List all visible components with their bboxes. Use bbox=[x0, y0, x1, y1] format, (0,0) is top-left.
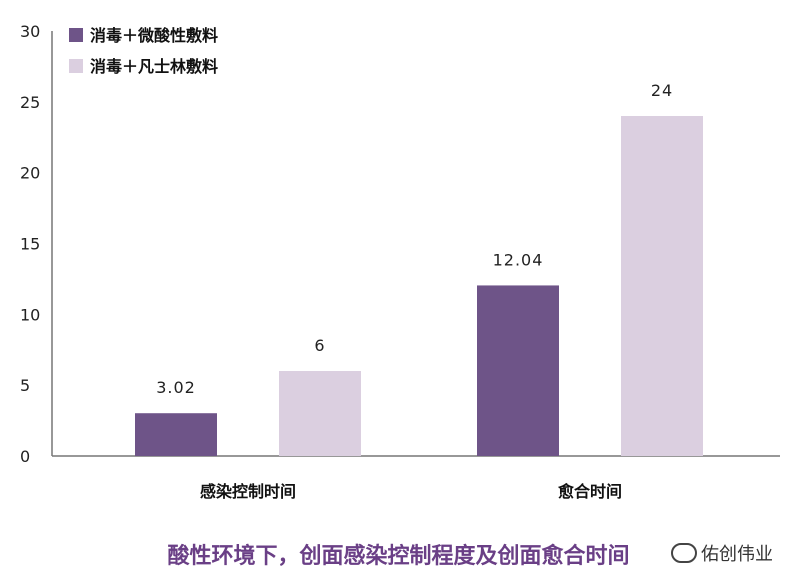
y-tick-label: 20 bbox=[20, 164, 40, 183]
y-tick-label: 0 bbox=[20, 447, 30, 466]
watermark: 佑创伟业 bbox=[671, 540, 773, 566]
y-tick-label: 10 bbox=[20, 305, 40, 324]
watermark-text: 佑创伟业 bbox=[701, 544, 773, 565]
legend-swatch bbox=[69, 28, 83, 42]
category-label: 愈合时间 bbox=[558, 482, 622, 501]
y-axis-ticks: 0 5 10 15 20 25 30 bbox=[20, 22, 40, 466]
y-tick-label: 30 bbox=[20, 22, 40, 41]
data-label: 24 bbox=[651, 81, 673, 100]
bar-2-2 bbox=[621, 116, 703, 456]
y-tick-label: 25 bbox=[20, 93, 40, 112]
category-label: 感染控制时间 bbox=[200, 482, 296, 501]
y-tick-label: 15 bbox=[20, 235, 40, 254]
wechat-icon bbox=[671, 543, 697, 563]
bar-1-1 bbox=[135, 413, 217, 456]
bars-group: 3.02 12.04 6 24 bbox=[135, 81, 703, 456]
legend-label: 消毒＋凡士林敷料 bbox=[90, 57, 218, 76]
chart-caption: 酸性环境下，创面感染控制程度及创面愈合时间 bbox=[167, 544, 630, 569]
bar-2-1 bbox=[279, 371, 361, 456]
bar-1-2 bbox=[477, 285, 559, 456]
category-labels: 感染控制时间 愈合时间 bbox=[200, 482, 622, 501]
data-label: 6 bbox=[314, 336, 325, 355]
legend-swatch bbox=[69, 59, 83, 73]
legend-label: 消毒＋微酸性敷料 bbox=[90, 26, 218, 45]
data-label: 12.04 bbox=[493, 250, 544, 269]
y-tick-label: 5 bbox=[20, 376, 30, 395]
data-label: 3.02 bbox=[156, 378, 196, 397]
